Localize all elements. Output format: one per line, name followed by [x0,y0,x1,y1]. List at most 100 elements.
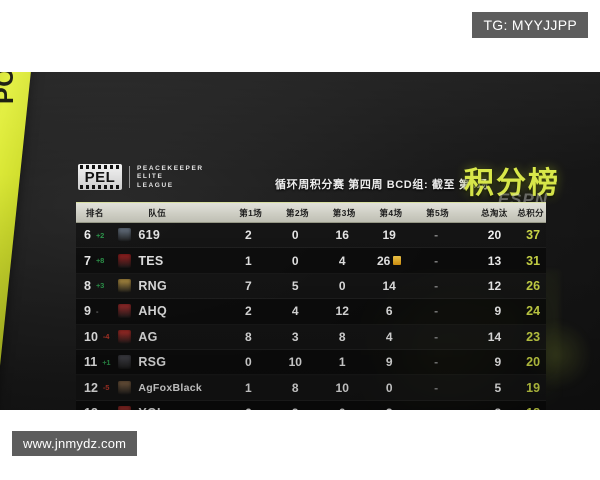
table-row[interactable]: 12 -5 AgFoxBlack 1 8 10 0-5 19 [76,375,546,401]
cell-match-2-score: 5 [272,279,319,293]
cell-rank: 13 -4 [76,406,118,410]
match-score-value: 8 [291,380,299,395]
cell-match-4-score: 6 [366,304,413,318]
cell-match-4-score: 14 [366,279,413,293]
cell-match-1-score: 0 [225,355,272,369]
cell-match-4-score: 4 [366,330,413,344]
total-kills-value: 5 [494,380,502,395]
pel-mark: PEL [78,164,122,190]
table-row[interactable]: 7 +8 TES 1 0 4 26 - 13 31 [76,248,546,274]
cell-match-3-score: 12 [319,304,366,318]
ribbon-subtitle: PEACEKEEPER ELITE LEAGUE [0,72,2,138]
team-name: YQL [138,406,165,410]
cell-total-kills: 20 [460,228,512,242]
cell-total-kills: 13 [460,254,512,268]
match-score-value: 10 [288,355,302,370]
cell-match-5-score: - [413,330,460,344]
cell-total-kills: 14 [460,330,512,344]
team-logo-icon [118,380,132,395]
cell-match-4-score: 0 [366,381,413,395]
match-score-value: 26 [377,253,391,268]
cell-rank: 10 -4 [76,330,118,344]
cell-team: AgFoxBlack [118,380,225,395]
cell-total-points: 20 [511,355,546,369]
rank-number: 10 [84,329,98,344]
cell-match-5-score: - [413,304,460,318]
pel-logo: PEL PEACEKEEPER ELITE LEAGUE [78,164,204,190]
cell-match-4-score: 19 [366,228,413,242]
match-score-value: 8 [244,329,252,344]
col-header-team: 队伍 [148,207,167,218]
cell-total-kills: 5 [460,381,512,395]
cell-match-2-score: 8 [272,381,319,395]
match-score-value: 0 [291,253,299,268]
chicken-dinner-icon [393,255,402,265]
col-header-match-4: 第4场 [379,207,403,218]
cell-total-points: 24 [511,304,546,318]
pel-word-3: LEAGUE [137,181,174,189]
table-row[interactable]: 10 -4 AG 8 3 8 4 - 14 23 [76,324,546,350]
cell-total-points: 31 [511,254,546,268]
match-score-value: 1 [244,380,252,395]
cell-match-3-score: 10 [319,381,366,395]
cell-total-points: 23 [511,330,546,344]
cell-match-3-score: 8 [319,330,366,344]
match-score-value: 6 [245,406,252,410]
cell-match-5-score: - [413,406,460,410]
total-points-value: 23 [526,329,541,344]
team-logo-icon [118,278,132,293]
pel-word-2: ELITE [137,173,164,181]
cell-match-4-score: 3 [366,406,413,410]
cell-match-2-score: 0 [272,228,319,242]
match-score-value: - [434,253,439,268]
table-row[interactable]: 11 +1 RSG 0 10 1 9 - 9 20 [76,349,546,376]
cell-total-kills: 9 [460,355,512,369]
ribbon-band [0,72,36,410]
match-score-value: 0 [385,380,393,395]
video-frame[interactable]: POINTS RANKING PEACEKEEPER ELITE LEAGUE … [0,72,600,410]
cell-total-points: 37 [511,228,546,242]
match-score-value: 0 [338,278,346,293]
table-row[interactable]: 8 +3 RNG 7 5 0 14 - 12 26 [76,273,546,300]
rank-change-indicator: +3 [95,281,105,291]
cell-match-3-score: 4 [319,254,366,268]
match-score-value: 3 [386,406,393,410]
cell-match-4-score: 9 [366,355,413,369]
table-row[interactable]: 13 -4 YQL 6 9 0 3 - 8 18 [76,400,546,410]
cell-total-points: 19 [511,381,546,395]
match-score-value: 2 [244,304,252,319]
cell-rank: 9- [76,304,118,318]
cell-team: YQL [118,405,225,410]
team-logo-icon [118,355,132,370]
team-name: AgFoxBlack [138,381,202,394]
cell-total-kills: 9 [460,304,512,318]
table-row[interactable]: 9- AHQ 2 4 12 6-9 24 [76,299,546,325]
cell-team: AHQ [118,304,225,319]
total-kills-value: 20 [487,228,502,243]
cell-match-2-score: 10 [272,355,319,369]
team-name: RNG [138,278,167,293]
match-score-value: 3 [291,329,299,344]
team-logo-icon [118,329,132,344]
total-points-value: 19 [526,380,541,395]
cell-match-1-score: 6 [225,406,272,410]
table-row[interactable]: 6 +2 619 2 0 16 19-20 37 [76,223,546,249]
cell-match-2-score: 0 [272,254,319,268]
col-header-total-points: 总积分 [517,207,545,218]
col-header-rank: 排名 [86,207,104,218]
broadcast-subtitle: 循环周积分赛 第四周 BCD组: 截至 第4场 [275,179,489,191]
total-kills-value: 8 [494,406,501,410]
match-score-value: 9 [292,406,299,410]
cell-match-2-score: 3 [272,330,319,344]
cell-team: AG [118,329,225,344]
table-body: 6 +2 619 2 0 16 19-20 37 7 +8 TES 1 0 4 26-13 31 8 +3 RNG 7… [76,223,546,410]
rank-number: 12 [84,380,98,395]
match-score-value: - [434,278,439,293]
rank-change-indicator: -4 [102,332,110,342]
team-name: TES [138,253,164,268]
cell-rank: 6 +2 [76,228,118,242]
match-score-value: 6 [385,304,393,319]
match-score-value: 16 [335,228,349,243]
site-url-watermark: www.jnmydz.com [12,431,138,456]
rank-number: 11 [84,355,98,370]
